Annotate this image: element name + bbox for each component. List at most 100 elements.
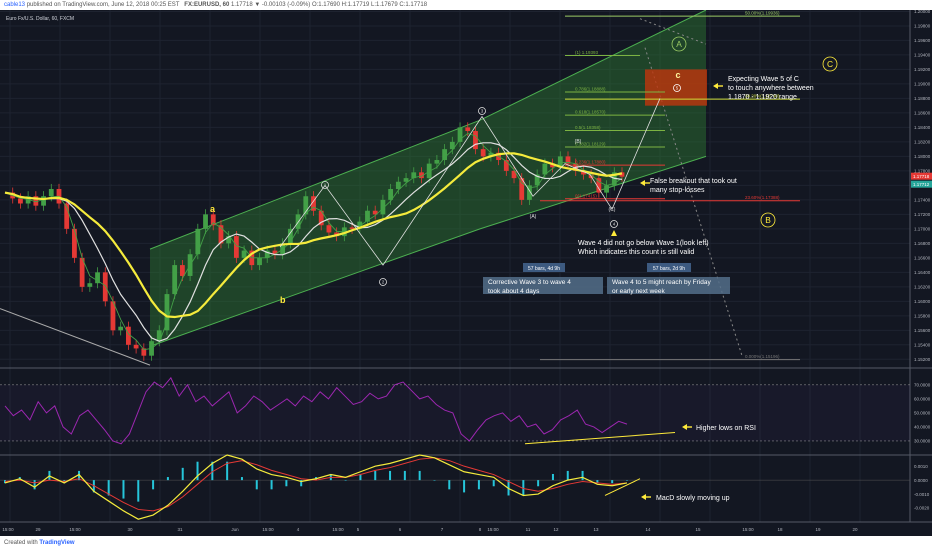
candle-body — [557, 156, 563, 168]
candle-body — [33, 196, 39, 206]
wave-label-b-line: b — [280, 295, 286, 305]
price-tick: 1.15400 — [914, 343, 931, 348]
wave-label-b: b — [280, 295, 286, 305]
rsi-tick: 60.0000 — [914, 397, 931, 402]
candle-body — [303, 196, 309, 215]
time-tick-line: 15:00 — [332, 527, 344, 532]
quote-line: 1.17718 ▼ -0.00103 (-0.09%) O:1.17690 H:… — [230, 2, 428, 8]
wave-label-a-line: a — [210, 204, 216, 214]
note-wave-4-5-line: Wave 4 to 5 might reach by Friday — [612, 279, 711, 286]
candle-body — [18, 198, 23, 204]
rsi-panel: 70.0000 60.0000 50.0000 40.0000 30.0000 — [0, 376, 931, 445]
macd-hist-bar — [418, 470, 421, 481]
author-link[interactable]: cable13 — [4, 2, 26, 8]
wave-label-1-ring — [321, 181, 329, 189]
annotations: Expecting Wave 5 of C to touch anywhere b… — [483, 76, 814, 502]
candle-body — [349, 227, 355, 229]
time-tick-line: 15:00 — [2, 527, 14, 532]
note-corrective-line: Corrective Wave 3 to wave 4 — [488, 279, 571, 286]
fib-label-line: 0.236(1.17880) — [575, 160, 606, 165]
tradingview-logo[interactable]: TradingView — [39, 540, 75, 546]
time-tick-line: 15:00 — [742, 527, 754, 532]
macd-tick: 0.0000 — [914, 478, 928, 483]
price-tick-line: 1.16800 — [914, 241, 931, 246]
candle-body — [64, 203, 70, 229]
fib-label-line: 23.60%(1.17388) — [745, 195, 780, 200]
macd-hist-bar — [492, 480, 495, 487]
fib-label: 23.60%(1.17388) — [745, 195, 780, 200]
time-tick: 7 — [441, 527, 444, 532]
footer-bar: Created with TradingView — [0, 536, 932, 550]
candle-body — [87, 283, 93, 287]
wave-label-B-ring — [760, 212, 776, 228]
wave-label-3-line: 3 — [481, 109, 484, 114]
time-tick: 15:00 — [262, 527, 274, 532]
price-tick-line: 1.17800 — [914, 169, 931, 174]
price-tick: 1.18800 — [914, 96, 931, 101]
wave-labels: A B Ca b c 1 2 3 4 5 (A) (B) (C) — [210, 36, 838, 305]
projection-line — [644, 47, 743, 356]
badge-bars-2: 57 bars, 2d 9h — [653, 266, 685, 272]
price-tick-line: 1.16400 — [914, 270, 931, 275]
chart-canvas[interactable]: 50.00%(1.19936) (1) 1.19393 0.786(1.18888)… — [0, 10, 932, 536]
price-tick: 1.16800 — [914, 241, 931, 246]
wave-label-paren-A-line: (A) — [530, 214, 537, 220]
candle-body — [48, 189, 54, 197]
time-tick: Jun — [231, 527, 239, 532]
candle-body — [380, 199, 386, 215]
macd-hist-bar — [611, 480, 614, 484]
annotation-rsi: Higher lows on RSI — [696, 425, 756, 432]
rsi-tick: 30.0000 — [914, 439, 931, 444]
wave-label-1-line: 1 — [324, 183, 327, 188]
time-tick-line: 15 — [695, 527, 701, 532]
publish-info: published on TradingView.com, June 12, 2… — [26, 2, 180, 8]
candle-body — [318, 210, 324, 226]
series-legend-line: Euro Fx/U.S. Dollar, 60, FXCM — [6, 16, 74, 22]
annotation-macd: MacD slowly moving up — [656, 495, 730, 502]
candle-body — [419, 172, 424, 179]
candle-body — [272, 250, 278, 255]
candle-body — [264, 250, 270, 258]
time-tick-line: 18 — [777, 527, 783, 532]
price-tick: 1.16000 — [914, 299, 931, 304]
macd-tick: -0.0010 — [914, 492, 930, 497]
macd-hist-bar — [166, 477, 169, 481]
macd-hist-bar — [522, 480, 525, 496]
candle-body — [79, 257, 85, 287]
candle-body — [25, 196, 31, 204]
badge-bg — [523, 263, 565, 272]
time-tick-line: 6 — [399, 527, 402, 532]
macd-tick-line: -0.0020 — [914, 506, 930, 511]
wave-label-B-line: B — [765, 215, 771, 225]
arrow-up-icon — [611, 230, 617, 236]
candle-body — [172, 265, 178, 295]
series-legend: Euro Fx/U.S. Dollar, 60, FXCM — [6, 16, 74, 22]
candle-body — [41, 196, 46, 206]
macd-panel: 0.0010 0.0000 -0.0010 -0.0020 — [0, 454, 930, 520]
price-tag: 1.17718 — [913, 174, 930, 179]
price-tag2: 1.17712 — [913, 182, 930, 187]
candle-body — [164, 294, 170, 331]
annotation-false-breakout-line: many stop-losses — [650, 187, 705, 194]
macd-signal-line — [4, 457, 628, 512]
wave-label-5: 5 — [676, 86, 679, 91]
candle-body — [257, 257, 262, 266]
price-tick-line: 1.19600 — [914, 38, 931, 43]
annotation-wave5-line: Expecting Wave 5 of C — [728, 76, 799, 83]
trend-line — [0, 308, 151, 366]
arrow-icon — [682, 424, 687, 430]
wave-label-C: C — [827, 59, 833, 69]
price-tick-line: 1.19200 — [914, 67, 931, 72]
rsi-tick-line: 60.0000 — [914, 397, 931, 402]
macd-tick-line: 0.0000 — [914, 478, 928, 483]
candle-body — [542, 163, 548, 175]
price-tick: 1.16200 — [914, 285, 931, 290]
price-tick-line: 1.19400 — [914, 53, 931, 58]
macd-hist-bar — [122, 480, 125, 499]
price-tick-line: 1.16000 — [914, 299, 931, 304]
price-tick: 1.19000 — [914, 82, 931, 87]
candle-body — [480, 149, 486, 157]
candle-body — [581, 170, 586, 175]
candle-body — [133, 344, 139, 349]
rsi-tick: 50.0000 — [914, 411, 931, 416]
